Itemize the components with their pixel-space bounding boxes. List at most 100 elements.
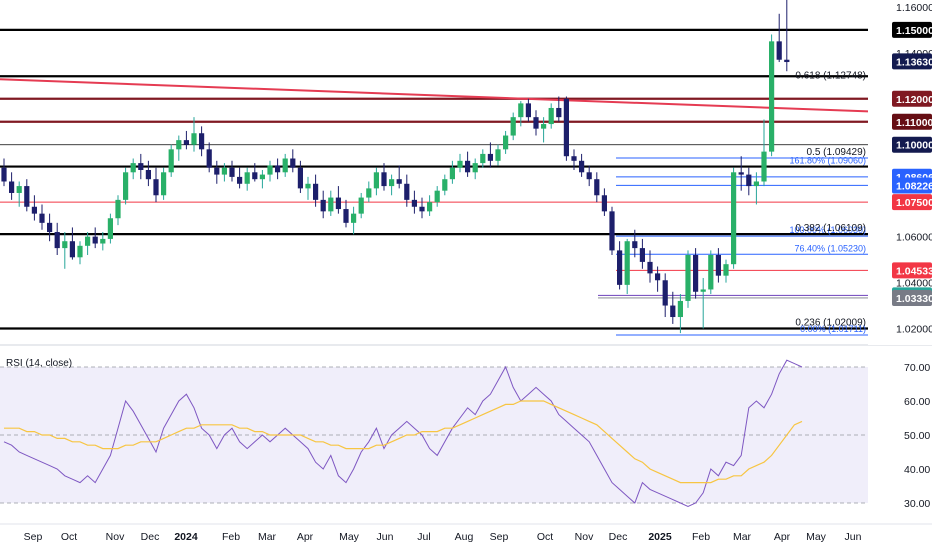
candle[interactable] xyxy=(776,13,782,63)
candle[interactable] xyxy=(693,248,699,299)
candle[interactable] xyxy=(328,190,334,216)
candle[interactable] xyxy=(92,227,98,249)
candle[interactable] xyxy=(244,167,250,191)
price-badge[interactable]: 1.12000 xyxy=(892,90,932,107)
candle[interactable] xyxy=(655,266,661,292)
candle[interactable] xyxy=(107,213,113,244)
candle[interactable] xyxy=(723,259,729,283)
candle[interactable] xyxy=(221,163,227,182)
candle[interactable] xyxy=(176,135,182,161)
candle[interactable] xyxy=(343,199,349,228)
candle[interactable] xyxy=(9,172,15,200)
candle[interactable] xyxy=(54,222,60,255)
candle[interactable] xyxy=(69,227,75,260)
candle[interactable] xyxy=(746,167,752,196)
candle[interactable] xyxy=(769,34,775,157)
candle[interactable] xyxy=(753,172,759,205)
candle[interactable] xyxy=(563,96,569,161)
candle[interactable] xyxy=(297,160,303,193)
trendline[interactable] xyxy=(0,78,869,113)
candle[interactable] xyxy=(358,192,364,219)
candle[interactable] xyxy=(259,170,265,189)
candle[interactable] xyxy=(617,241,623,290)
candle[interactable] xyxy=(480,149,486,168)
candle[interactable] xyxy=(670,291,676,324)
candle[interactable] xyxy=(541,117,547,143)
candle[interactable] xyxy=(677,294,683,334)
candle[interactable] xyxy=(24,179,30,212)
candle[interactable] xyxy=(685,250,691,308)
candle[interactable] xyxy=(624,238,630,295)
candle[interactable] xyxy=(389,174,395,196)
candle[interactable] xyxy=(533,110,539,136)
candle[interactable] xyxy=(366,181,372,203)
candle[interactable] xyxy=(632,229,638,258)
price-badge[interactable]: 1.04533 xyxy=(892,262,932,279)
candle[interactable] xyxy=(1,158,7,187)
candle[interactable] xyxy=(503,130,509,154)
candle[interactable] xyxy=(571,149,577,170)
candle[interactable] xyxy=(267,160,273,182)
price-badge[interactable]: 1.03330 xyxy=(892,289,932,306)
candle[interactable] xyxy=(305,176,311,200)
candle[interactable] xyxy=(708,250,714,295)
candle[interactable] xyxy=(381,163,387,191)
candle[interactable] xyxy=(465,151,471,177)
candle[interactable] xyxy=(639,238,645,269)
candle[interactable] xyxy=(601,188,607,216)
candle[interactable] xyxy=(525,98,531,122)
candle[interactable] xyxy=(761,119,767,187)
candle[interactable] xyxy=(313,174,319,207)
candle[interactable] xyxy=(442,174,448,196)
candle[interactable] xyxy=(427,195,433,216)
candle[interactable] xyxy=(85,232,91,255)
candle[interactable] xyxy=(609,206,615,255)
candle[interactable] xyxy=(373,167,379,196)
candle[interactable] xyxy=(123,167,129,205)
price-badge[interactable]: 1.13630 xyxy=(892,53,932,70)
rsi-ma-line[interactable] xyxy=(4,400,803,484)
candle[interactable] xyxy=(320,190,326,219)
candle[interactable] xyxy=(214,160,220,184)
candle[interactable] xyxy=(404,174,410,207)
candle[interactable] xyxy=(396,165,402,189)
price-badge[interactable]: 1.10000 xyxy=(892,136,932,153)
candle[interactable] xyxy=(738,156,744,191)
rsi-line[interactable] xyxy=(3,359,803,507)
candle[interactable] xyxy=(556,96,562,122)
candle[interactable] xyxy=(115,195,121,226)
candle[interactable] xyxy=(47,213,53,242)
candle[interactable] xyxy=(472,158,478,180)
candle[interactable] xyxy=(153,167,159,203)
candle[interactable] xyxy=(434,186,440,207)
candle[interactable] xyxy=(579,153,585,177)
price-badge[interactable]: 1.15000 xyxy=(892,21,932,38)
candle[interactable] xyxy=(252,163,258,182)
candle[interactable] xyxy=(138,153,144,180)
candle[interactable] xyxy=(229,160,235,182)
candle[interactable] xyxy=(419,197,425,219)
candle[interactable] xyxy=(510,112,516,141)
candle[interactable] xyxy=(700,277,706,329)
candle[interactable] xyxy=(784,0,790,72)
candle[interactable] xyxy=(145,160,151,187)
candle[interactable] xyxy=(487,142,493,168)
candle[interactable] xyxy=(275,158,281,180)
candle[interactable] xyxy=(351,206,357,235)
candle[interactable] xyxy=(62,232,68,269)
candle[interactable] xyxy=(457,153,463,173)
candle[interactable] xyxy=(77,241,83,265)
candle[interactable] xyxy=(495,144,501,166)
candle[interactable] xyxy=(449,160,455,184)
candle[interactable] xyxy=(31,195,37,221)
candle[interactable] xyxy=(731,167,737,269)
candle[interactable] xyxy=(282,153,288,177)
candle[interactable] xyxy=(206,142,212,173)
candle[interactable] xyxy=(168,144,174,177)
candle[interactable] xyxy=(183,130,189,150)
candle[interactable] xyxy=(16,181,22,207)
candle[interactable] xyxy=(191,117,197,152)
candle[interactable] xyxy=(199,126,205,157)
candle[interactable] xyxy=(335,186,341,214)
